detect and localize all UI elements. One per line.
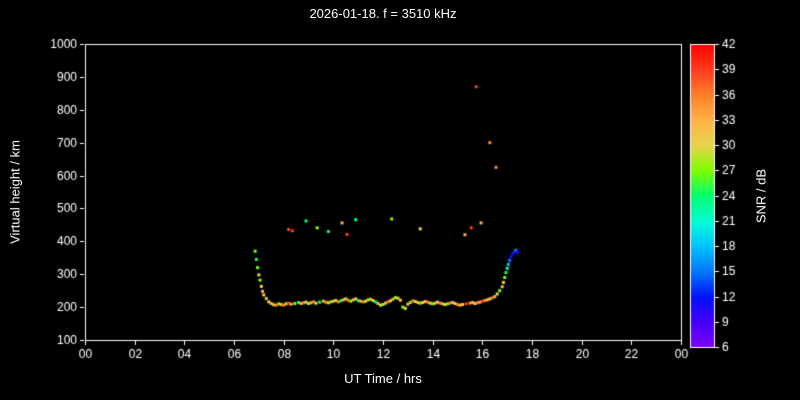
colorbar-label: SNR / dB bbox=[753, 168, 769, 224]
chart-title: 2026-01-18. f = 3510 kHz bbox=[309, 6, 457, 21]
x-axis-label: UT Time / hrs bbox=[344, 371, 422, 386]
y-axis-label: Virtual height / km bbox=[7, 140, 23, 244]
